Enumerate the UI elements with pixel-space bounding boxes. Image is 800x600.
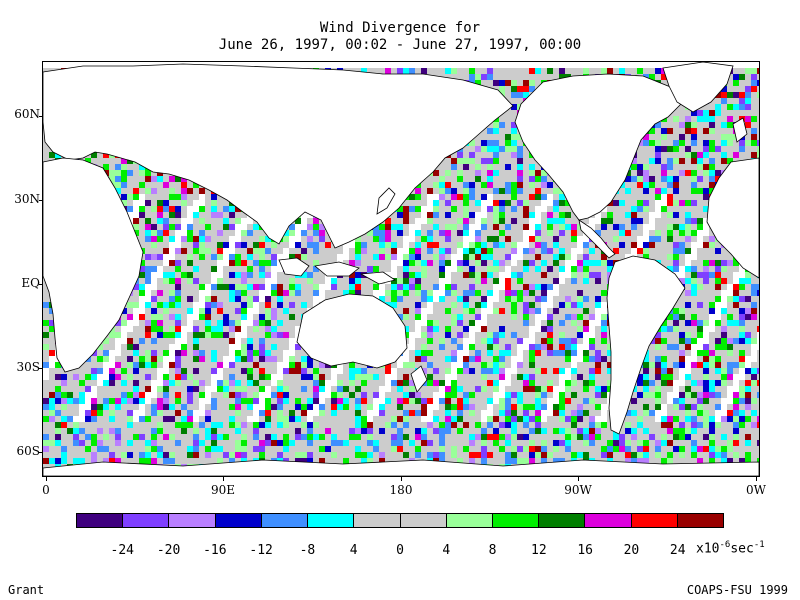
colorbar-tick-label: -12 <box>249 543 273 558</box>
colorbar-segment <box>446 514 493 527</box>
lon-label-0: 0 <box>42 483 50 497</box>
colorbar-segment <box>77 514 124 527</box>
lon-label-180: 180 <box>389 483 413 497</box>
units-prefix: x10 <box>696 541 720 557</box>
units-exponent-2: -1 <box>753 540 765 550</box>
map-frame <box>42 61 760 477</box>
colorbar <box>76 513 724 528</box>
colorbar-tick-label: 24 <box>669 543 686 558</box>
south-america-landmass <box>606 255 686 435</box>
eurasia-landmass <box>43 63 514 249</box>
colorbar-tick-label: -16 <box>203 543 227 558</box>
colorbar-tick-label: 20 <box>623 543 640 558</box>
colorbar-tick-label: 16 <box>577 543 593 558</box>
lat-label-60n: 60N <box>14 107 40 121</box>
greenland-landmass <box>662 62 734 113</box>
new-zealand-landmass <box>410 365 428 393</box>
colorbar-segment <box>492 514 540 527</box>
lat-label-60s: 60S <box>16 444 41 458</box>
colorbar-segment <box>400 514 447 527</box>
colorbar-tick-label: 0 <box>396 543 404 558</box>
africa-landmass <box>43 157 759 373</box>
lat-tick-30n <box>39 200 43 201</box>
map-title-line1: Wind Divergence for <box>319 20 481 36</box>
lon-tick-0 <box>46 477 47 481</box>
north-america-landmass <box>514 73 684 221</box>
lat-label-eq: EQ <box>21 276 40 290</box>
colorbar-tick-label: 4 <box>442 543 451 558</box>
colorbar-segment <box>169 514 216 527</box>
lon-label-0w: 0W <box>746 483 766 497</box>
author-label: Grant <box>8 583 45 597</box>
japan-landmass <box>376 187 396 215</box>
colorbar-tick-label: -8 <box>299 543 316 558</box>
map-title-line2: June 26, 1997, 00:02 - June 27, 1997, 00… <box>218 37 582 53</box>
colorbar-tick-label: 12 <box>531 543 547 558</box>
maritime-continent <box>278 257 396 285</box>
central-america-landmass <box>578 219 616 259</box>
colorbar-units: x10-6sec-1 <box>696 540 765 556</box>
colorbar-segment <box>308 514 355 527</box>
australia-landmass <box>296 293 408 369</box>
colorbar-segment <box>677 514 724 527</box>
land-layer <box>43 62 759 476</box>
colorbar-segment <box>539 514 586 527</box>
colorbar-tick-label: 4 <box>349 543 358 558</box>
colorbar-segment <box>631 514 678 527</box>
lat-tick-eq <box>39 284 43 285</box>
lat-tick-60n <box>39 116 43 117</box>
colorbar-tick-label: -20 <box>156 543 181 558</box>
divergence-map <box>43 62 759 476</box>
lon-tick-90e <box>223 477 224 481</box>
colorbar-segment <box>215 514 262 527</box>
lat-tick-60s <box>39 452 43 453</box>
colorbar-tick-label: 8 <box>488 543 497 558</box>
lon-tick-180 <box>401 477 402 481</box>
colorbar-segment <box>123 514 170 527</box>
colorbar-segment <box>261 514 309 527</box>
lat-tick-30s <box>39 368 43 369</box>
lat-label-30s: 30S <box>16 360 41 374</box>
units-exponent: -6 <box>719 540 731 550</box>
colorbar-segment <box>354 514 401 527</box>
lon-label-90e: 90E <box>210 483 236 497</box>
credit-label: COAPS-FSU 1999 <box>686 583 788 597</box>
lat-label-30n: 30N <box>14 192 40 206</box>
lon-tick-0w <box>756 477 757 481</box>
lon-label-90w: 90W <box>564 483 592 497</box>
uk-landmass <box>732 117 748 143</box>
units-suffix: sec <box>730 541 754 557</box>
colorbar-tick-label: -24 <box>110 543 135 558</box>
antarctica-landmass <box>43 459 759 476</box>
lon-tick-90w <box>578 477 579 481</box>
colorbar-segment <box>585 514 632 527</box>
